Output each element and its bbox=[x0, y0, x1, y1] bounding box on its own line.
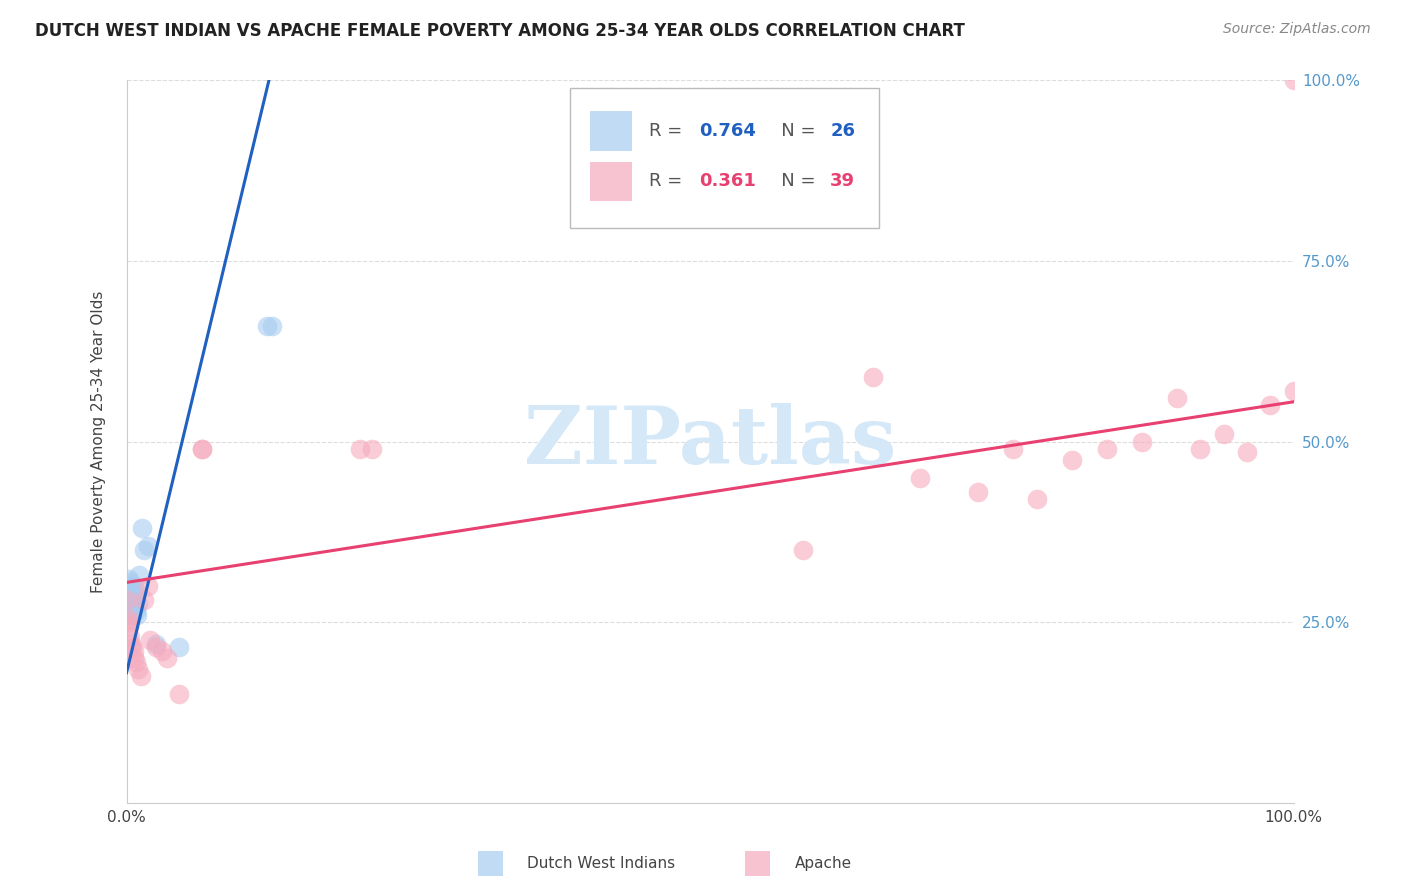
Point bbox=[132, 593, 155, 607]
Point bbox=[121, 586, 143, 600]
Point bbox=[118, 619, 141, 633]
Y-axis label: Female Poverty Among 25-34 Year Olds: Female Poverty Among 25-34 Year Olds bbox=[91, 291, 105, 592]
Point bbox=[167, 640, 190, 655]
Point bbox=[122, 600, 145, 615]
Point bbox=[120, 637, 142, 651]
Text: R =: R = bbox=[650, 122, 689, 140]
Point bbox=[115, 593, 138, 607]
Point bbox=[121, 607, 143, 622]
Point bbox=[349, 442, 371, 456]
Point bbox=[117, 615, 139, 630]
Point bbox=[124, 582, 146, 597]
Point bbox=[118, 600, 141, 615]
Point bbox=[1025, 492, 1047, 507]
Text: 0.764: 0.764 bbox=[700, 122, 756, 140]
Point bbox=[128, 568, 150, 582]
Text: ZIPatlas: ZIPatlas bbox=[524, 402, 896, 481]
Point bbox=[139, 633, 162, 648]
Point bbox=[156, 651, 179, 665]
Point bbox=[145, 640, 167, 655]
Point bbox=[122, 651, 145, 665]
Point bbox=[136, 539, 159, 553]
Point bbox=[122, 644, 145, 658]
Point bbox=[1095, 442, 1118, 456]
Point bbox=[122, 579, 145, 593]
Point bbox=[1189, 442, 1212, 456]
Point bbox=[262, 318, 284, 333]
Point bbox=[121, 640, 143, 655]
Point bbox=[125, 604, 148, 618]
Point bbox=[1282, 384, 1305, 398]
FancyBboxPatch shape bbox=[591, 111, 631, 151]
Point bbox=[129, 669, 152, 683]
Point bbox=[118, 597, 141, 611]
Point bbox=[132, 542, 155, 557]
Text: R =: R = bbox=[650, 172, 689, 190]
Text: Source: ZipAtlas.com: Source: ZipAtlas.com bbox=[1223, 22, 1371, 37]
Point bbox=[1130, 434, 1153, 449]
Point bbox=[120, 604, 142, 618]
Point bbox=[145, 637, 167, 651]
Point bbox=[118, 630, 141, 644]
Point bbox=[124, 590, 146, 604]
Point bbox=[1236, 445, 1258, 459]
Point bbox=[127, 597, 149, 611]
Text: Dutch West Indians: Dutch West Indians bbox=[527, 856, 675, 871]
Point bbox=[118, 611, 141, 625]
Text: DUTCH WEST INDIAN VS APACHE FEMALE POVERTY AMONG 25-34 YEAR OLDS CORRELATION CHA: DUTCH WEST INDIAN VS APACHE FEMALE POVER… bbox=[35, 22, 965, 40]
Point bbox=[360, 442, 382, 456]
Point bbox=[125, 655, 148, 669]
Point bbox=[150, 644, 173, 658]
Text: 26: 26 bbox=[830, 122, 855, 140]
Point bbox=[191, 442, 214, 456]
Point bbox=[125, 607, 148, 622]
Point bbox=[862, 369, 884, 384]
Point bbox=[117, 607, 139, 622]
Text: 0.361: 0.361 bbox=[700, 172, 756, 190]
Text: 39: 39 bbox=[830, 172, 855, 190]
Point bbox=[118, 575, 141, 590]
FancyBboxPatch shape bbox=[569, 87, 879, 228]
FancyBboxPatch shape bbox=[591, 161, 631, 202]
Point bbox=[792, 542, 814, 557]
Point bbox=[1002, 442, 1025, 456]
Text: N =: N = bbox=[763, 122, 821, 140]
Point bbox=[908, 470, 931, 484]
Point bbox=[1166, 391, 1188, 405]
Text: N =: N = bbox=[763, 172, 821, 190]
Point bbox=[1258, 398, 1281, 412]
Point bbox=[136, 579, 159, 593]
Point bbox=[118, 572, 141, 586]
Point bbox=[117, 579, 139, 593]
Point bbox=[1060, 452, 1083, 467]
Point bbox=[967, 485, 990, 500]
Point bbox=[120, 593, 142, 607]
Point bbox=[1212, 427, 1234, 442]
Point bbox=[167, 687, 190, 701]
Point bbox=[127, 662, 149, 676]
Point bbox=[115, 590, 138, 604]
Point bbox=[131, 521, 153, 535]
Point bbox=[256, 318, 278, 333]
Text: Apache: Apache bbox=[794, 856, 852, 871]
Point bbox=[1282, 73, 1305, 87]
Point bbox=[191, 442, 214, 456]
